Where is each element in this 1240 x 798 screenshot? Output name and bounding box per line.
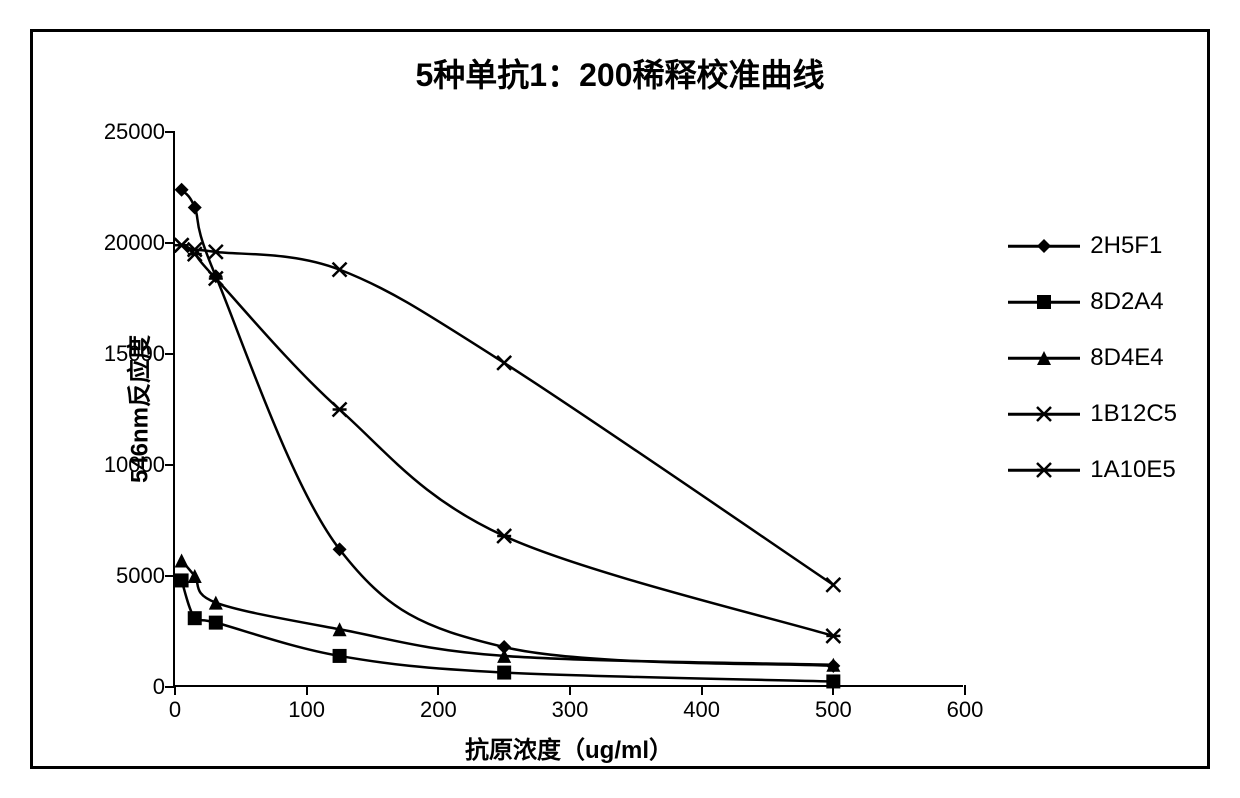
series-line-2H5F1 [182,190,834,666]
y-tick-label: 25000 [100,119,165,145]
y-tick [165,575,175,577]
x-tick-label: 200 [420,697,457,723]
legend-marker-icon [1008,346,1080,370]
y-tick-label: 5000 [100,563,165,589]
legend-label: 2H5F1 [1090,232,1162,260]
chart-title: 5种单抗1：200稀释校准曲线 [33,32,1207,96]
x-tick-label: 400 [683,697,720,723]
x-axis-label: 抗原浓度（ug/ml） [465,730,673,765]
y-tick [165,353,175,355]
plot-area: 抗原浓度（ug/ml） 546nm反应度 0100200300400500600… [173,132,963,687]
legend-label: 1B12C5 [1090,400,1177,428]
x-tick-label: 500 [815,697,852,723]
legend: 2H5F1 8D2A4 8D4E4 1B12C5 1A10E5 [1008,232,1177,512]
y-tick [165,242,175,244]
x-tick-label: 0 [169,697,181,723]
x-tick-label: 600 [947,697,984,723]
legend-marker-icon [1008,234,1080,258]
legend-item: 1A10E5 [1008,456,1177,484]
legend-marker-icon [1008,402,1080,426]
chart-container: 5种单抗1：200稀释校准曲线 抗原浓度（ug/ml） 546nm反应度 010… [30,29,1210,769]
legend-label: 1A10E5 [1090,456,1175,484]
legend-marker-icon [1008,290,1080,314]
y-tick-label: 0 [100,674,165,700]
legend-item: 8D4E4 [1008,344,1177,372]
y-tick-label: 15000 [100,341,165,367]
y-tick-label: 10000 [100,452,165,478]
y-tick-label: 20000 [100,230,165,256]
legend-item: 8D2A4 [1008,288,1177,316]
legend-label: 8D4E4 [1090,344,1163,372]
x-tick-label: 100 [288,697,325,723]
legend-item: 1B12C5 [1008,400,1177,428]
plot-svg [175,132,965,687]
legend-label: 8D2A4 [1090,288,1163,316]
series-line-1A10E5 [182,245,834,636]
y-tick [165,686,175,688]
legend-marker-icon [1008,458,1080,482]
x-tick-label: 300 [552,697,589,723]
legend-item: 2H5F1 [1008,232,1177,260]
y-tick [165,131,175,133]
y-tick [165,464,175,466]
